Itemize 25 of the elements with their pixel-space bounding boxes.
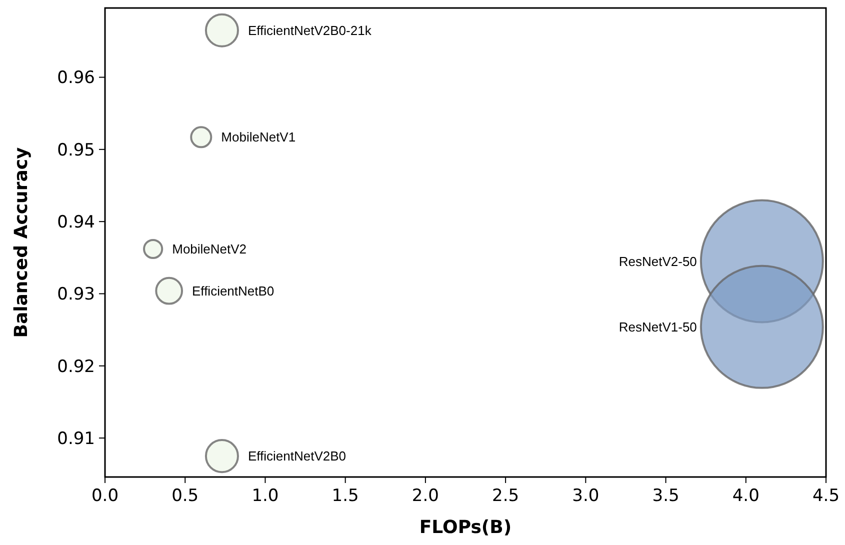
y-tick-label: 0.92 <box>57 356 95 377</box>
annotation: ResNetV2-50 <box>618 254 697 269</box>
x-axis-title: FLOPs(B) <box>419 517 512 538</box>
x-tick-label: 0.5 <box>172 486 199 506</box>
annotation: EfficientNetV2B0-21k <box>248 22 372 38</box>
x-tick-label: 4.5 <box>812 486 840 506</box>
y-tick-label: 0.94 <box>57 212 95 233</box>
y-tick-label: 0.91 <box>57 428 95 449</box>
annotation: EfficientNetB0 <box>192 283 274 298</box>
x-tick-label: 3.0 <box>572 486 600 506</box>
y-axis-title: Balanced Accuracy <box>11 146 32 338</box>
x-tick-label: 4.0 <box>732 486 760 506</box>
y-tick-label: 0.96 <box>57 68 95 88</box>
annotation: MobileNetV1 <box>221 130 296 145</box>
y-tick-label: 0.95 <box>57 140 95 160</box>
annotation: EfficientNetV2B0 <box>248 448 346 464</box>
x-tick-label: 0.0 <box>91 486 119 506</box>
annotation: ResNetV1-50 <box>618 319 697 334</box>
x-tick-label: 1.5 <box>332 486 359 506</box>
x-tick-label: 1.0 <box>252 486 279 506</box>
x-tick-label: 3.5 <box>652 486 680 506</box>
x-tick-label: 2.5 <box>492 486 520 506</box>
y-tick-label: 0.93 <box>57 284 95 305</box>
annotation: MobileNetV2 <box>172 242 247 257</box>
x-tick-label: 2.0 <box>412 486 439 506</box>
